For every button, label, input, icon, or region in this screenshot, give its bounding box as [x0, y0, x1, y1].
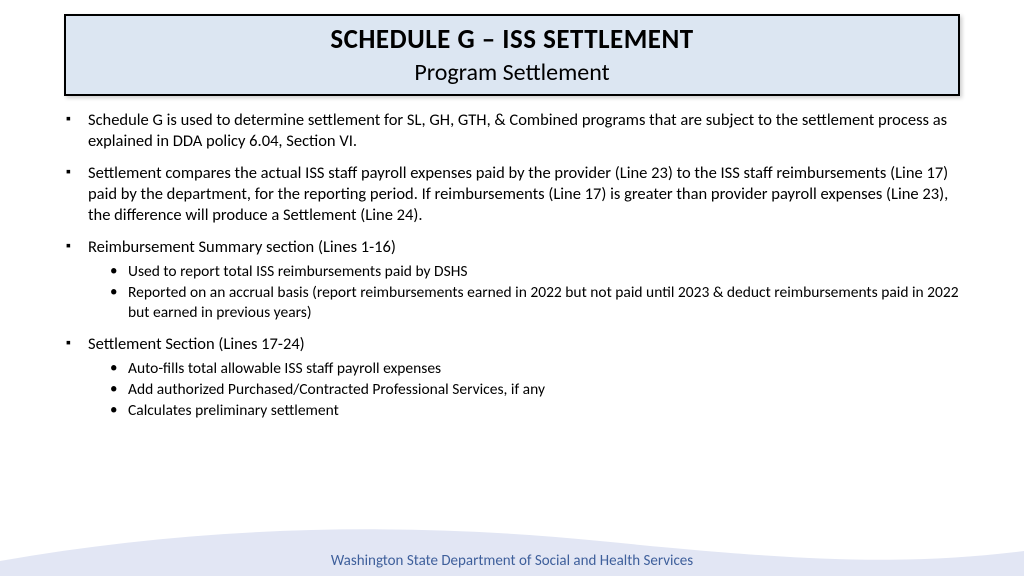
header-title: SCHEDULE G – ISS SETTLEMENT	[330, 23, 693, 56]
subbullet-item: Calculates preliminary settlement	[88, 401, 960, 420]
bullet-text: Reimbursement Summary section (Lines 1-1…	[88, 237, 396, 257]
footer-text: Washington State Department of Social an…	[0, 552, 1024, 570]
bullet-item: Schedule G is used to determine settleme…	[64, 110, 960, 151]
slide: SCHEDULE G – ISS SETTLEMENT Program Sett…	[0, 0, 1024, 576]
subbullet-item: Add authorized Purchased/Contracted Prof…	[88, 380, 960, 399]
bullet-list: Schedule G is used to determine settleme…	[64, 110, 960, 421]
bullet-item: Reimbursement Summary section (Lines 1-1…	[64, 237, 960, 322]
subbullet-item: Auto-fills total allowable ISS staff pay…	[88, 359, 960, 378]
bullet-item: Settlement compares the actual ISS staff…	[64, 163, 960, 225]
bullet-item: Settlement Section (Lines 17-24) Auto-fi…	[64, 334, 960, 421]
content-area: Schedule G is used to determine settleme…	[64, 110, 960, 526]
subbullet-item: Used to report total ISS reimbursements …	[88, 262, 960, 281]
subbullet-list: Used to report total ISS reimbursements …	[88, 262, 960, 322]
bullet-text: Settlement Section (Lines 17-24)	[88, 334, 305, 354]
bullet-text: Schedule G is used to determine settleme…	[88, 110, 947, 151]
header-subtitle: Program Settlement	[414, 58, 609, 87]
subbullet-item: Reported on an accrual basis (report rei…	[88, 283, 960, 322]
header-box: SCHEDULE G – ISS SETTLEMENT Program Sett…	[64, 14, 960, 96]
subbullet-list: Auto-fills total allowable ISS staff pay…	[88, 359, 960, 421]
bullet-text: Settlement compares the actual ISS staff…	[88, 163, 948, 224]
